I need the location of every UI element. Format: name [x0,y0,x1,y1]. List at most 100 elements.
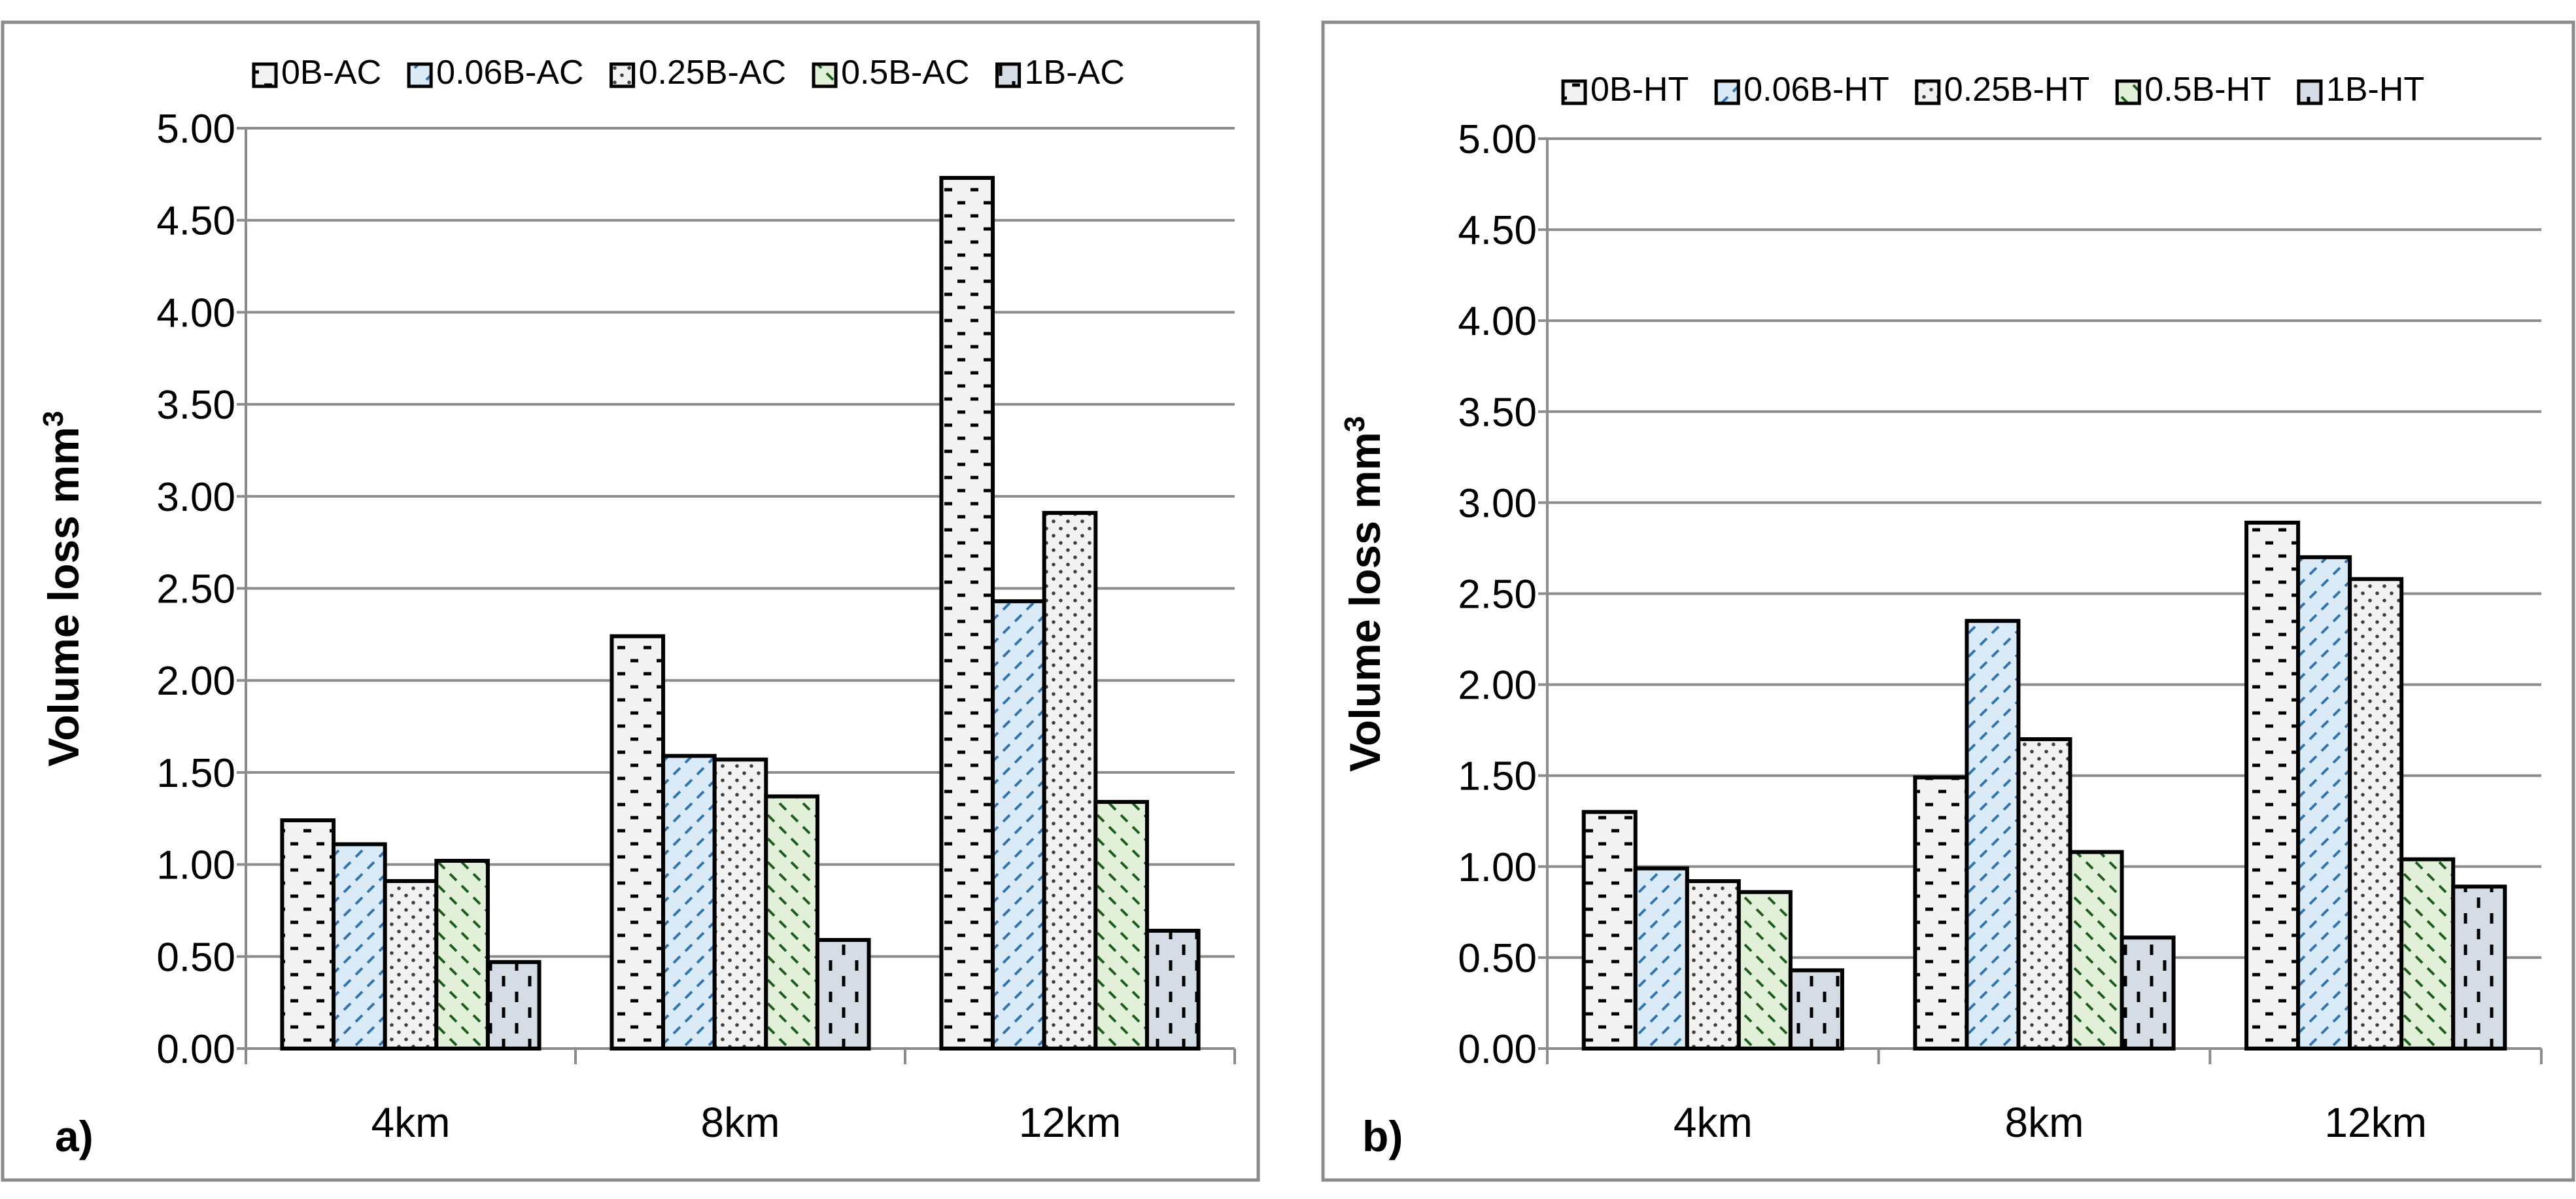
panels: 0.00 0.50 1.00 1.50 2.00 2.50 3.00 3.50 4.00 4.50… [1,20,2575,1182]
legend-swatch [1561,79,1587,105]
legend-item: 0B-AC [252,54,381,92]
y-axis-label: Volume loss mm3 [1339,416,1389,772]
legend-label: 1B-AC [1025,54,1125,92]
bar-1B-AC-4km [485,960,541,1051]
legend-item: 0.06B-AC [407,54,584,92]
legend-swatch [812,62,838,88]
y-tick-label: 1.00 [1458,845,1537,890]
bar-0B-HT-8km [1913,775,1969,1051]
y-tick-label: 0.00 [1458,1027,1537,1072]
bar-0.25B-AC-4km [383,878,439,1051]
bar-0.25B-AC-8km [712,757,768,1051]
bar-1B-HT-4km [1788,968,1844,1051]
legend-item: 1B-HT [2297,71,2424,109]
bar-0.5B-AC-4km [434,858,490,1051]
legend-item: 0.06B-HT [1714,71,1889,109]
legend-label: 1B-HT [2326,71,2424,109]
legend-label: 0.25B-HT [1944,71,2090,109]
bar-0.25B-HT-12km [2348,577,2404,1051]
legend-label: 0B-AC [281,54,381,92]
legend-swatch [995,62,1022,88]
bar-0B-AC-12km [939,175,995,1051]
y-tick-label: 2.00 [1458,663,1537,708]
legend-item: 0.25B-AC [610,54,786,92]
legend-label: 0.06B-HT [1743,71,1889,109]
y-tick-label: 4.00 [1458,299,1537,344]
bar-0.5B-HT-12km [2399,857,2456,1051]
legend-swatch [407,62,433,88]
bar-0B-AC-8km [610,634,666,1051]
y-tick-label: 5.00 [1458,117,1537,162]
y-tick-label: 2.00 [156,659,235,704]
bar-0B-HT-12km [2244,521,2301,1051]
y-axis-label-superscript: 3 [37,411,69,426]
bar-0.25B-AC-12km [1042,511,1098,1051]
y-tick-label: 0.50 [1458,936,1537,981]
legend-swatch [1714,79,1740,105]
bar-0B-HT-4km [1581,810,1638,1051]
y-tick-label: 4.50 [1458,208,1537,253]
chart-panel-a: 0.00 0.50 1.00 1.50 2.00 2.50 3.00 3.50 4.00 4.50… [1,20,1260,1182]
legend-item: 1B-AC [995,54,1125,92]
legend-item: 0B-HT [1561,71,1689,109]
y-axis-label-text: Volume loss mm [1341,432,1389,772]
legend-swatch [2297,79,2323,105]
legend-swatch [1915,79,1941,105]
legend-swatch [2115,79,2141,105]
chart-panel-b: 0.00 0.50 1.00 1.50 2.00 2.50 3.00 3.50 4.00 4.50… [1321,20,2575,1182]
bar-0.5B-AC-8km [764,794,819,1051]
legend-label: 0B-HT [1590,71,1689,109]
bar-0.5B-AC-12km [1093,799,1149,1051]
y-tick-label: 2.50 [156,567,235,612]
legend-item: 0.5B-AC [812,54,970,92]
y-tick-label: 3.00 [156,475,235,520]
legend-label: 0.5B-AC [841,54,970,92]
y-axis-label-text: Volume loss mm [39,426,88,767]
y-tick-label: 3.50 [156,383,235,428]
legend-swatch [610,62,636,88]
y-tick-label: 1.00 [156,843,235,888]
bar-0.06B-HT-4km [1633,866,1689,1051]
legend-item: 0.25B-HT [1915,71,2090,109]
legend-item: 0.5B-HT [2115,71,2271,109]
bar-0.06B-HT-12km [2296,555,2352,1051]
bar-0.5B-HT-8km [2068,850,2124,1051]
y-tick-label: 2.50 [1458,572,1537,617]
legend-swatch [252,62,278,88]
bar-0B-AC-4km [280,818,336,1051]
y-axis-label: Volume loss mm3 [37,411,88,767]
x-category-label: 12km [1019,1099,1122,1146]
y-tick-label: 4.50 [156,199,235,244]
x-category-label: 4km [1674,1099,1753,1146]
bar-0.25B-HT-4km [1685,879,1741,1051]
y-tick-label: 3.00 [1458,481,1537,526]
bar-0.06B-AC-12km [991,599,1046,1051]
bar-1B-HT-12km [2451,884,2507,1051]
x-category-label: 8km [2005,1099,2084,1146]
bar-1B-AC-12km [1144,928,1201,1051]
y-tick-label: 4.00 [156,290,235,336]
bar-0.06B-HT-8km [1965,619,2021,1051]
y-tick-label: 0.50 [156,935,235,980]
legend: 0B-HT 0.06B-HT 0.25B-HT 0.5B-HT 1B-HT [1561,71,2424,109]
x-category-label: 8km [701,1099,780,1146]
legend-label: 0.06B-AC [436,54,583,92]
legend-label: 0.25B-AC [639,54,786,92]
x-category-label: 12km [2324,1099,2427,1146]
y-tick-label: 5.00 [156,107,235,152]
bar-1B-HT-8km [2120,935,2176,1051]
bar-0.5B-HT-4km [1736,890,1793,1051]
y-tick-label: 0.00 [156,1027,235,1072]
x-category-label: 4km [371,1099,451,1146]
panel-letter: b) [1362,1112,1403,1160]
legend-label: 0.5B-HT [2144,71,2271,109]
bar-0.25B-HT-8km [2016,737,2072,1051]
y-axis-label-superscript: 3 [1339,416,1371,432]
bar-0.06B-AC-4km [332,842,387,1051]
y-tick-label: 1.50 [1458,754,1537,799]
panel-letter: a) [55,1112,94,1160]
y-tick-label: 3.50 [1458,390,1537,435]
y-tick-label: 1.50 [156,751,235,796]
bar-1B-AC-8km [815,937,871,1051]
